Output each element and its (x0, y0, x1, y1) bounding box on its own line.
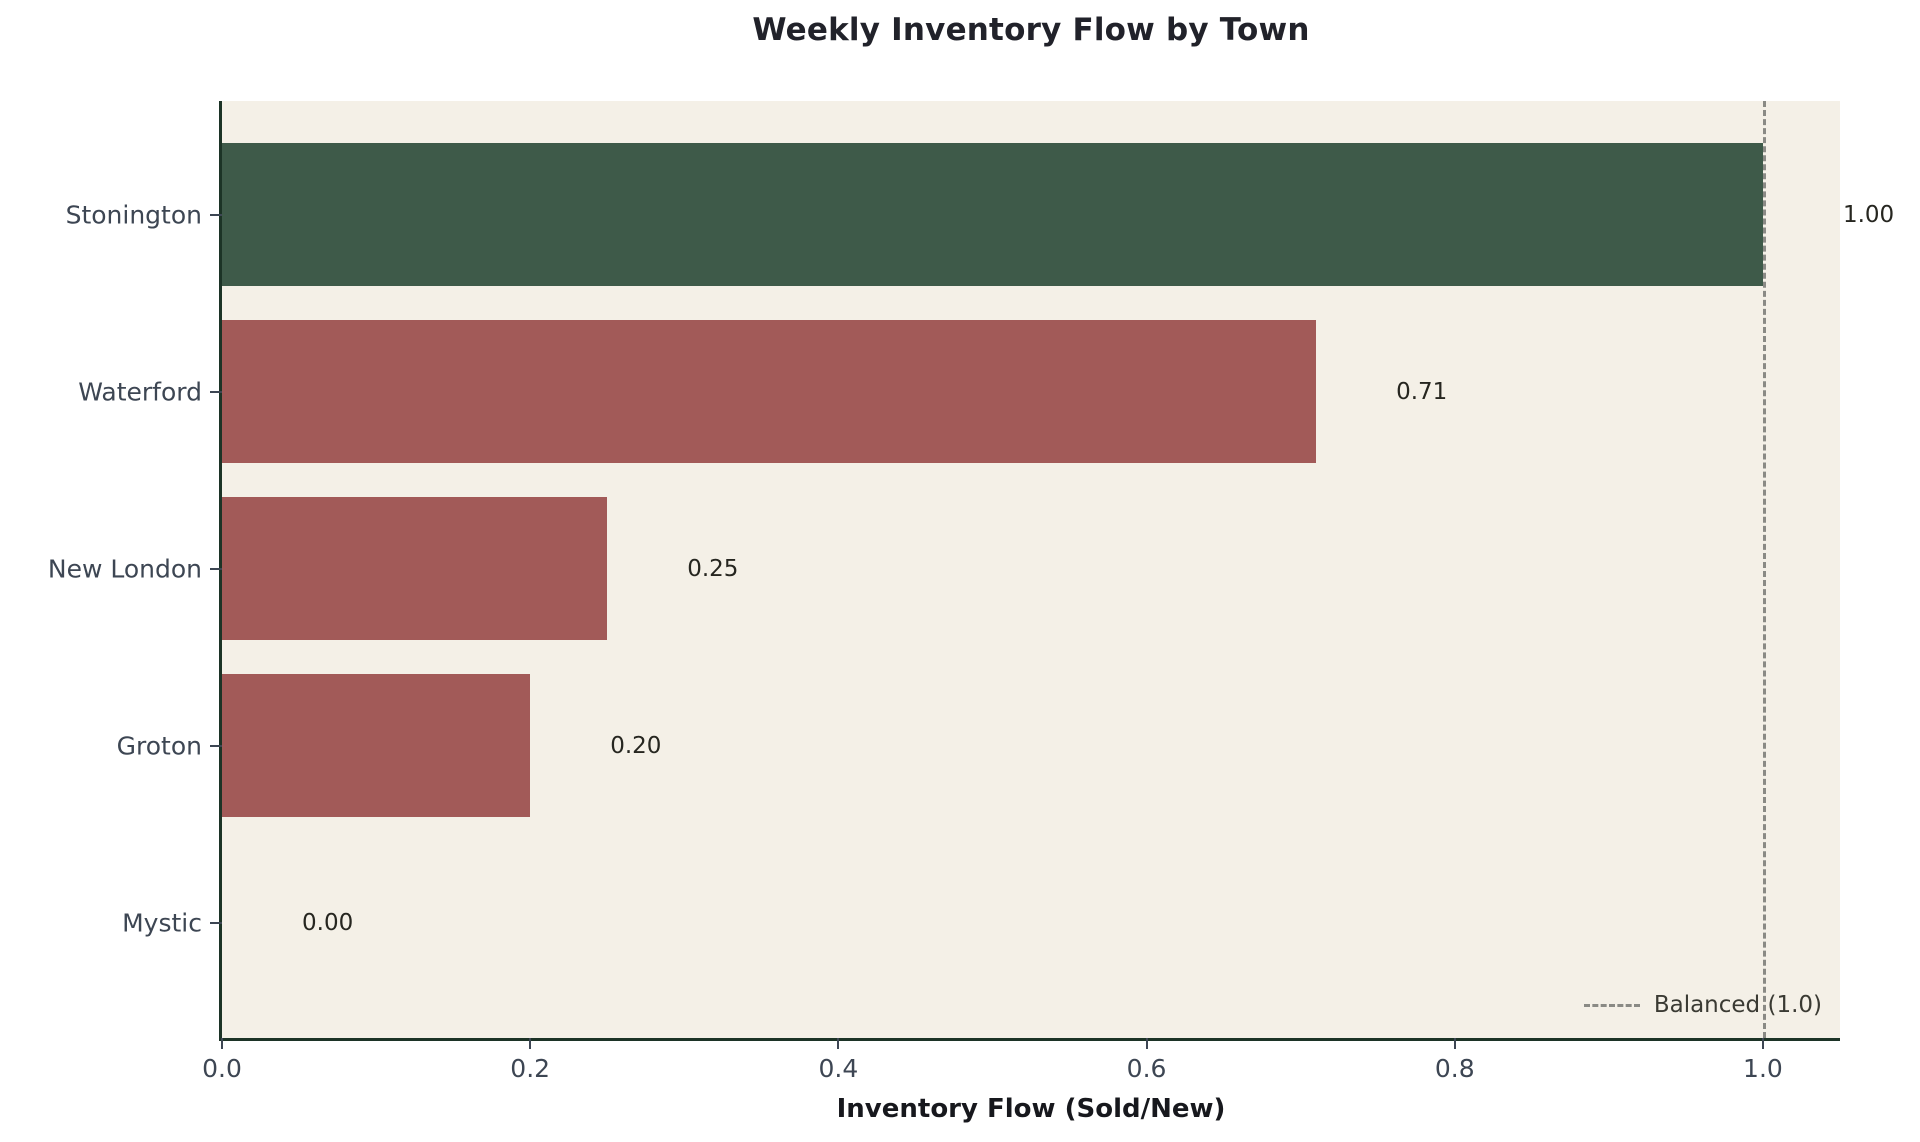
y-tick-mark (210, 744, 222, 747)
x-axis-spine (219, 1038, 1840, 1041)
y-tick-mark (210, 921, 222, 924)
bar-value-label: 0.00 (302, 909, 354, 936)
y-tick-mark (210, 567, 222, 570)
y-axis-spine (219, 101, 222, 1041)
x-tick-label: 0.8 (1434, 1054, 1475, 1083)
x-tick-mark (1145, 1038, 1148, 1049)
x-tick-label: 1.0 (1743, 1054, 1783, 1083)
y-tick-mark (210, 213, 222, 216)
dashed-line-icon (1583, 1003, 1640, 1007)
x-tick-label: 0.2 (510, 1054, 551, 1083)
chart-title: Weekly Inventory Flow by Town (752, 12, 1310, 48)
x-axis-title: Inventory Flow (Sold/New) (836, 1094, 1226, 1124)
x-tick-label: 0.4 (818, 1054, 859, 1083)
plot-area: 1.00 0.71 0.25 0.20 0.00 Balanced (1.0) (219, 101, 1894, 1041)
bar-value-label: 0.20 (610, 732, 662, 759)
x-tick-mark (529, 1038, 532, 1049)
x-tick-label: 0.6 (1126, 1054, 1167, 1083)
x-tick-mark (837, 1038, 840, 1049)
bar-new-london (222, 497, 608, 640)
bar-groton (222, 674, 531, 817)
y-tick-label-mystic: Mystic (122, 908, 202, 937)
bar-stonington (222, 143, 1763, 286)
x-tick-label: 0.0 (202, 1054, 242, 1083)
balanced-reference-line (1762, 101, 1766, 1038)
y-tick-label-waterford: Waterford (78, 377, 202, 406)
x-tick-mark (1761, 1038, 1764, 1049)
y-tick-label-new-london: New London (47, 554, 202, 583)
bar-value-label: 1.00 (1842, 201, 1895, 228)
x-tick-mark (221, 1038, 223, 1049)
legend-label: Balanced (1.0) (1653, 992, 1822, 1018)
y-tick-label-stonington: Stonington (65, 200, 202, 229)
bar-value-label: 0.71 (1396, 378, 1448, 405)
legend: Balanced (1.0) (1576, 988, 1830, 1022)
x-tick-mark (1453, 1038, 1456, 1049)
bar-waterford (222, 320, 1317, 463)
bar-value-label: 0.25 (687, 555, 739, 582)
y-tick-mark (210, 390, 222, 393)
y-tick-label-groton: Groton (116, 731, 202, 760)
